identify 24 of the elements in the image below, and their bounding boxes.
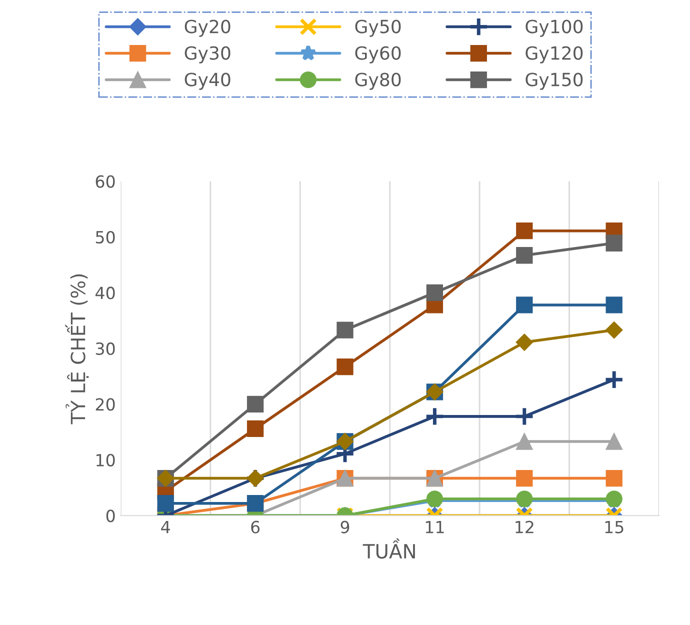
x-tick-label: 4	[161, 521, 170, 534]
y-tick-label: 10	[96, 454, 115, 466]
x-tick-label: 6	[251, 520, 260, 534]
x-tick-label: 15	[605, 521, 624, 534]
legend-label: Gy60	[355, 46, 401, 64]
legend-label: Gy40	[184, 72, 230, 90]
y-axis-title: TỶ LỆ CHẾT (%)	[65, 274, 89, 424]
legend-label: Gy30	[184, 46, 230, 64]
legend-label: Gy80	[355, 72, 401, 90]
legend-label: Gy20	[184, 20, 230, 37]
legend-label: Gy150	[526, 72, 583, 90]
legend-label: Gy50	[355, 20, 401, 37]
y-tick-label: 20	[96, 398, 115, 411]
x-axis-title: TUẦN	[362, 538, 415, 559]
x-tick-label: 9	[340, 520, 350, 534]
y-tick-label: 60	[96, 175, 115, 188]
y-tick-label: 30	[96, 342, 115, 356]
legend-label: Gy120	[526, 46, 583, 64]
y-tick-label: 50	[96, 230, 115, 244]
y-tick-label: 40	[95, 286, 115, 300]
legend-label: Gy100	[526, 20, 583, 37]
x-tick-label: 11	[426, 521, 444, 534]
x-tick-label: 12	[516, 520, 534, 534]
y-tick-label: 0	[106, 510, 115, 522]
